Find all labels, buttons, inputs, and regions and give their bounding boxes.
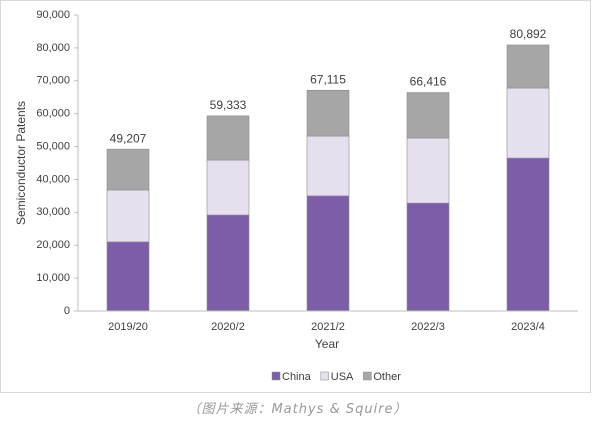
bar-segment (406, 137, 450, 204)
bar-segment (106, 241, 150, 312)
legend-label: Other (373, 371, 401, 383)
y-tick-label: 40,000 (36, 173, 70, 185)
x-axis-title: Year (315, 337, 339, 351)
y-tick-label: 10,000 (36, 272, 70, 284)
total-label: 80,892 (510, 27, 547, 41)
legend-label: USA (331, 371, 354, 383)
x-tick-label: 2022/3 (411, 321, 445, 333)
x-tick-label: 2020/2 (211, 321, 245, 333)
bar-segment (406, 92, 450, 139)
x-tick-label: 2021/2 (311, 321, 345, 333)
caption: （图片来源：Mathys & Squire） (187, 402, 408, 417)
y-axis-title: Semiconductor Patents (14, 101, 28, 225)
y-tick-label: 80,000 (36, 42, 70, 54)
bar-segment (206, 159, 250, 216)
y-tick-label: 20,000 (36, 239, 70, 251)
bar-segment (306, 89, 350, 137)
x-tick-label: 2019/20 (108, 321, 148, 333)
bar-segment (406, 202, 450, 312)
legend-swatch (363, 371, 372, 381)
chart: Year Semiconductor Patents 0 10,000 20,000… (0, 0, 591, 393)
bar-segment (306, 195, 350, 312)
bar-segment (206, 115, 250, 161)
bar-segment (506, 87, 550, 159)
total-label: 49,207 (110, 131, 147, 145)
chart-frame (0, 0, 591, 393)
y-tick-label: 50,000 (36, 140, 70, 152)
total-label: 66,416 (410, 75, 447, 89)
bar-segment (106, 189, 150, 243)
bar-segment (306, 135, 350, 197)
total-label: 59,333 (210, 98, 247, 112)
y-tick-label: 30,000 (36, 206, 70, 218)
legend-swatch (271, 371, 281, 381)
bar-segment (106, 148, 150, 191)
total-label: 67,115 (310, 72, 346, 86)
bar-segment (206, 214, 250, 312)
legend-swatch (320, 371, 329, 381)
bar-segment (506, 44, 550, 89)
y-tick-label: 60,000 (36, 108, 70, 120)
legend-label: China (282, 371, 312, 383)
x-tick-label: 2023/4 (511, 321, 545, 333)
y-tick-label: 90,000 (36, 9, 70, 21)
y-tick-label: 70,000 (36, 75, 70, 87)
y-tick-label: 0 (64, 305, 70, 317)
bar-segment (506, 157, 550, 312)
